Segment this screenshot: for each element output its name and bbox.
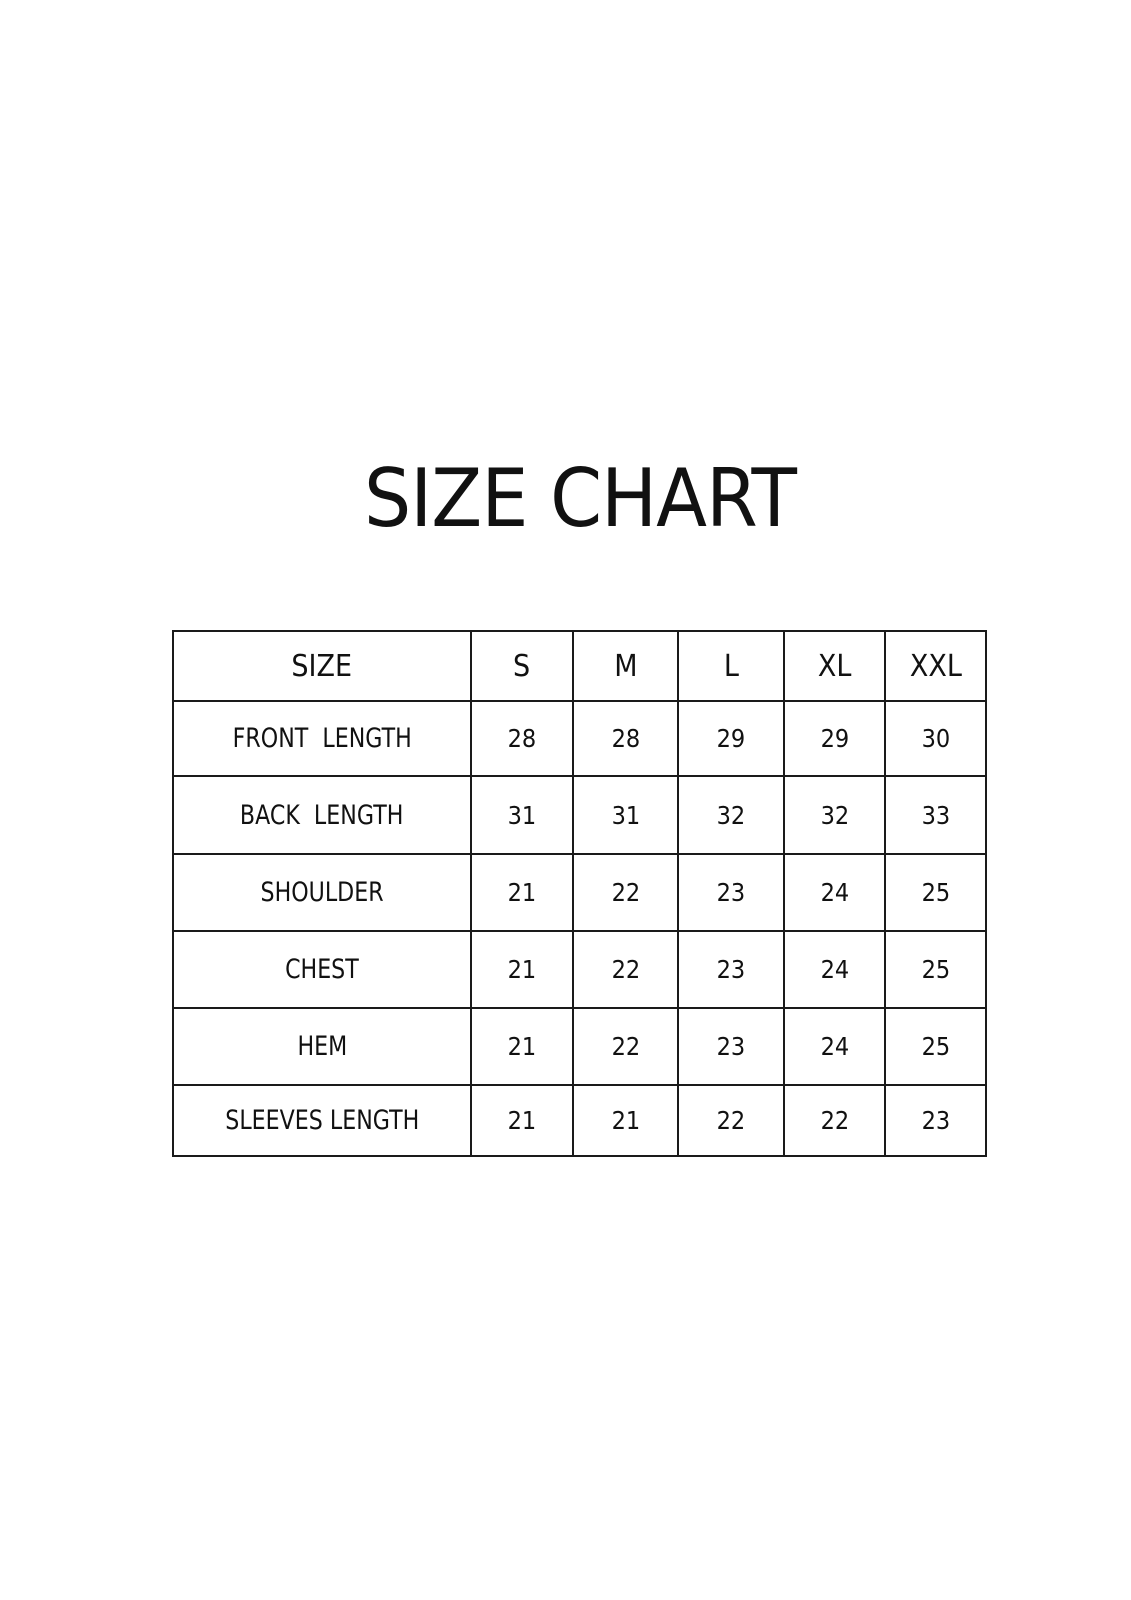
header-cell-l: L [677,630,785,702]
value-cell: 32 [677,775,785,855]
size-chart-table: SIZE S M L XL XXL FRONT LENGTH 28 28 29 29 30 BACK L… [172,630,987,1157]
table-row: BACK LENGTH 31 31 32 32 33 [172,775,987,855]
cell-value: 21 [507,955,537,984]
cell-value: 21 [611,1106,640,1135]
value-cell: 21 [470,930,574,1009]
value-cell: 23 [677,853,785,932]
row-label: BACK LENGTH [240,799,404,831]
row-label: CHEST [285,954,359,985]
cell-value: 23 [716,1032,746,1061]
header-row: SIZE S M L XL XXL [172,630,987,702]
value-cell: 25 [884,853,987,932]
value-cell: 21 [470,1007,574,1086]
row-label-cell: CHEST [172,930,472,1009]
value-cell: 29 [677,700,785,777]
value-cell: 28 [470,700,574,777]
value-cell: 25 [884,1007,987,1086]
value-cell: 22 [572,853,679,932]
value-cell: 24 [783,1007,886,1086]
row-label: FRONT LENGTH [232,723,412,754]
header-text: SIZE [291,648,353,684]
cell-value: 22 [611,1032,640,1061]
value-cell: 21 [470,1084,574,1157]
value-cell: 23 [677,930,785,1009]
value-cell: 23 [677,1007,785,1086]
table-row: SLEEVES LENGTH 21 21 22 22 23 [172,1084,987,1157]
cell-value: 22 [611,878,640,907]
value-cell: 22 [677,1084,785,1157]
value-cell: 28 [572,700,679,777]
cell-value: 31 [507,800,537,830]
value-cell: 33 [884,775,987,855]
value-cell: 24 [783,930,886,1009]
header-cell-m: M [572,630,679,702]
value-cell: 22 [572,930,679,1009]
cell-value: 31 [611,800,640,830]
cell-value: 25 [921,955,950,984]
value-cell: 31 [470,775,574,855]
row-label-cell: SHOULDER [172,853,472,932]
header-cell-xl: XL [783,630,886,702]
header-cell-s: S [470,630,574,702]
row-label: SLEEVES LENGTH [224,1105,420,1136]
cell-value: 24 [820,955,849,984]
cell-value: 29 [716,724,746,753]
page-title: SIZE CHART [363,452,797,545]
cell-value: 21 [507,1032,537,1061]
value-cell: 31 [572,775,679,855]
header-text: L [723,648,739,684]
table-row: FRONT LENGTH 28 28 29 29 30 [172,700,987,777]
value-cell: 24 [783,853,886,932]
value-cell: 29 [783,700,886,777]
row-label-cell: BACK LENGTH [172,775,472,855]
value-cell: 22 [783,1084,886,1157]
cell-value: 23 [716,878,746,907]
cell-value: 29 [820,724,849,753]
cell-value: 24 [820,1032,849,1061]
row-label-cell: SLEEVES LENGTH [172,1084,472,1157]
header-cell-size: SIZE [172,630,472,702]
row-label-cell: HEM [172,1007,472,1086]
cell-value: 22 [611,955,640,984]
cell-value: 25 [921,1032,950,1061]
header-text: XL [817,648,852,684]
value-cell: 22 [572,1007,679,1086]
value-cell: 32 [783,775,886,855]
cell-value: 22 [820,1106,849,1135]
cell-value: 21 [507,1106,537,1135]
value-cell: 21 [470,853,574,932]
cell-value: 24 [820,878,849,907]
cell-value: 32 [716,800,746,830]
header-cell-xxl: XXL [884,630,987,702]
row-label: HEM [297,1031,347,1062]
cell-value: 32 [820,800,849,830]
row-label: SHOULDER [260,877,384,908]
table-row: CHEST 21 22 23 24 25 [172,930,987,1009]
value-cell: 30 [884,700,987,777]
cell-value: 33 [921,800,950,830]
table-row: SHOULDER 21 22 23 24 25 [172,853,987,932]
cell-value: 25 [921,878,950,907]
cell-value: 30 [921,724,950,753]
value-cell: 25 [884,930,987,1009]
cell-value: 23 [921,1106,950,1135]
header-text: M [613,648,638,684]
header-text: XXL [909,648,962,684]
value-cell: 21 [572,1084,679,1157]
cell-value: 28 [507,724,537,753]
row-label-cell: FRONT LENGTH [172,700,472,777]
cell-value: 22 [716,1106,746,1135]
cell-value: 23 [716,955,746,984]
cell-value: 28 [611,724,640,753]
table-row: HEM 21 22 23 24 25 [172,1007,987,1086]
header-text: S [513,648,531,684]
cell-value: 21 [507,878,537,907]
value-cell: 23 [884,1084,987,1157]
